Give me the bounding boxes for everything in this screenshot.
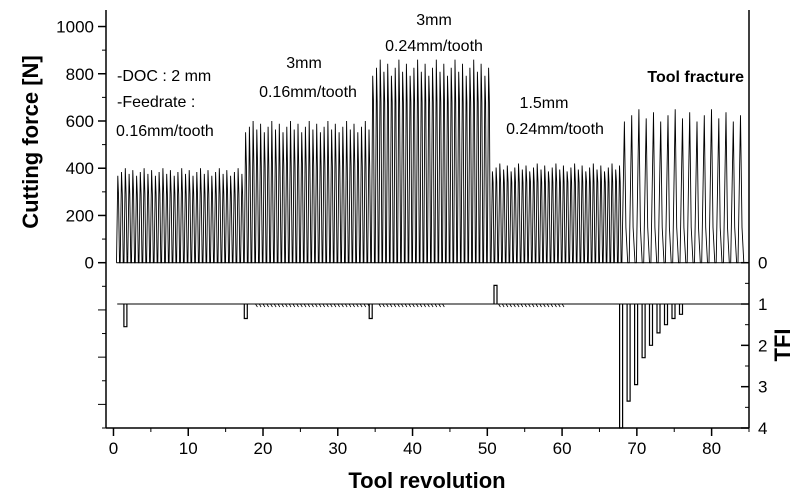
force-segment-4 <box>490 163 622 264</box>
x-tick-label: 80 <box>702 439 721 458</box>
force-waveform <box>243 120 372 264</box>
tfi-event <box>648 304 654 346</box>
annotation-seg3-feed: 0.24mm/tooth <box>385 38 483 55</box>
tfi-event <box>671 304 676 320</box>
annotations: -DOC : 2 mm -Feedrate : 0.16mm/tooth 3mm… <box>116 12 744 140</box>
tfi-event <box>641 304 646 359</box>
plot-frame <box>105 10 750 429</box>
x-ticks: 0 10 20 30 40 50 60 70 80 <box>109 428 750 458</box>
force-segment-5 <box>621 109 745 264</box>
tfi-event <box>634 304 639 386</box>
y-right-tick-label: 3 <box>758 378 767 397</box>
force-segment-2 <box>243 120 372 264</box>
x-tick-label: 10 <box>179 439 198 458</box>
tfi-event <box>663 304 669 326</box>
annotation-feedrate-label: -Feedrate : <box>117 94 195 111</box>
tfi-event <box>626 304 631 402</box>
y-ticks-right: 0 1 2 3 4 <box>741 254 767 438</box>
y-left-tick-label: 1000 <box>56 18 94 37</box>
annotation-seg4-doc: 1.5mm <box>520 95 569 112</box>
annotation-seg3-doc: 3mm <box>416 12 452 29</box>
y-left-tick-label: 200 <box>66 206 94 225</box>
force-waveform <box>490 163 622 264</box>
x-tick-label: 40 <box>403 439 422 458</box>
force-waveform <box>621 109 745 264</box>
y-ticks-left: 0 200 400 600 800 1000 <box>56 18 106 429</box>
tfi-event <box>368 304 373 320</box>
y-left-tick-label: 800 <box>66 65 94 84</box>
y-right-tick-label: 4 <box>758 419 767 438</box>
tfi-event <box>123 304 128 328</box>
force-segment-3 <box>370 59 491 264</box>
tfi-event <box>493 284 498 304</box>
tfi-event <box>243 304 248 320</box>
y-left-tick-label: 0 <box>85 254 94 273</box>
y-axis-title-left: Cutting force [N] <box>18 55 43 229</box>
y-right-tick-label: 1 <box>758 295 767 314</box>
y-left-tick-label: 400 <box>66 159 94 178</box>
y-right-tick-label: 0 <box>758 254 767 273</box>
force-segment-1 <box>116 168 245 264</box>
tfi-event <box>678 304 684 315</box>
tfi-ripple <box>378 303 445 308</box>
x-tick-label: 70 <box>627 439 646 458</box>
tfi-ripple <box>255 303 370 308</box>
x-tick-label: 30 <box>328 439 347 458</box>
force-series <box>116 59 746 264</box>
y-right-tick-label: 2 <box>758 336 767 355</box>
annotation-doc: -DOC : 2 mm <box>117 68 211 85</box>
tfi-series <box>117 284 746 429</box>
tfi-event <box>656 304 661 334</box>
x-tick-label: 60 <box>553 439 572 458</box>
annotation-seg4-feed: 0.24mm/tooth <box>506 121 604 138</box>
annotation-seg2-feed: 0.16mm/tooth <box>259 84 357 101</box>
annotation-feedrate-value: 0.16mm/tooth <box>116 123 214 140</box>
x-tick-label: 50 <box>478 439 497 458</box>
tfi-event <box>619 304 624 429</box>
y-left-tick-label: 600 <box>66 112 94 131</box>
annotation-seg2-doc: 3mm <box>286 55 322 72</box>
force-waveform <box>116 168 245 264</box>
tfi-ripple <box>498 303 565 308</box>
y-axis-title-right: TFI <box>770 329 795 362</box>
x-axis-title: Tool revolution <box>348 468 505 493</box>
annotation-tool-fracture: Tool fracture <box>647 69 744 86</box>
x-tick-label: 0 <box>109 439 118 458</box>
force-waveform <box>370 59 491 264</box>
x-tick-label: 20 <box>254 439 273 458</box>
